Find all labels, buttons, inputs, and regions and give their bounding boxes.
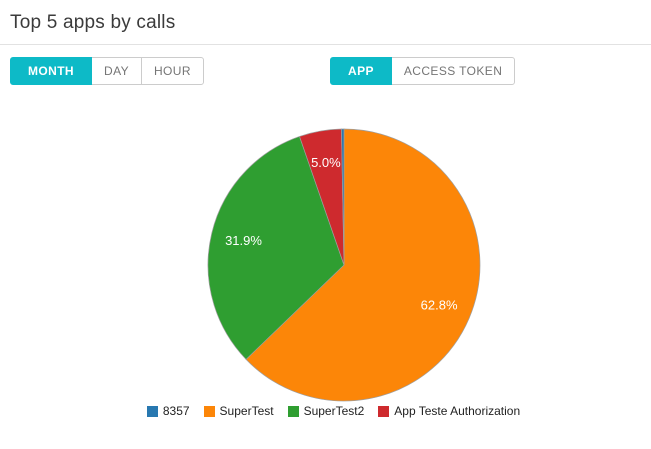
legend-swatch [287, 405, 299, 417]
legend-label: SuperTest2 [303, 404, 365, 418]
time-range-button-group: MONTH DAY HOUR [10, 57, 204, 85]
pie-slice-label: 31.9% [225, 233, 262, 248]
pie-slice-supertest2[interactable] [207, 136, 345, 360]
hour-button[interactable]: HOUR [140, 57, 204, 85]
legend-swatch [146, 405, 158, 417]
app-button[interactable]: APP [330, 57, 392, 85]
pie-slice-label: 5.0% [311, 155, 341, 170]
legend-label: App Teste Authorization [394, 404, 521, 418]
legend-item-supertest: SuperTest [203, 404, 274, 418]
legend-swatch [378, 405, 390, 417]
legend-label: 8357 [162, 404, 190, 418]
legend-item-app-teste-authorization: App Teste Authorization [378, 404, 520, 418]
legend-label: SuperTest [219, 404, 274, 418]
day-button[interactable]: DAY [91, 57, 142, 85]
access-token-button[interactable]: ACCESS TOKEN [390, 57, 516, 85]
chart-legend: 8357 SuperTest SuperTest2 App Teste Authori… [8, 404, 651, 418]
pie-slice-label: 62.8% [421, 298, 458, 313]
legend-swatch [203, 405, 215, 417]
legend-item-8357: 8357 [146, 404, 190, 418]
title-divider [0, 44, 651, 45]
pie-slice-supertest[interactable] [245, 128, 481, 402]
entity-type-button-group: APP ACCESS TOKEN [330, 57, 516, 85]
page-title: Top 5 apps by calls [10, 12, 176, 33]
pie-slice-8357[interactable] [341, 128, 345, 266]
month-button[interactable]: MONTH [10, 57, 92, 85]
legend-item-supertest2: SuperTest2 [287, 404, 365, 418]
